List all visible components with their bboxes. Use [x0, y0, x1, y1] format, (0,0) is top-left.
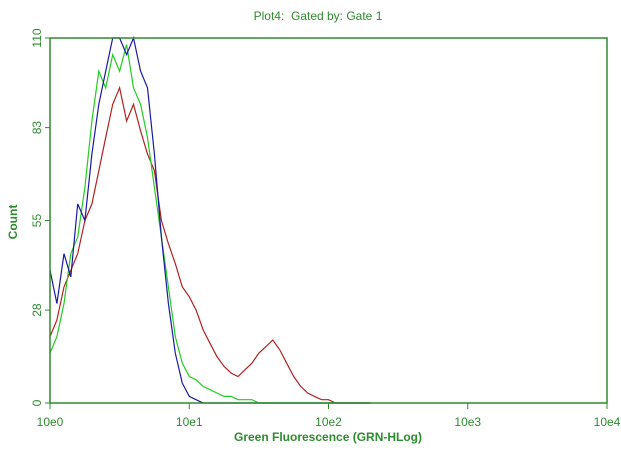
y-tick-label: 110 [30, 28, 44, 47]
chart-title: Plot4: Gated by: Gate 1 [254, 9, 383, 23]
y-axis-label: Count [6, 205, 20, 240]
x-tick-label: 10e0 [37, 415, 64, 429]
x-tick-label: 10e1 [176, 415, 203, 429]
y-tick-label: 28 [30, 303, 44, 317]
x-tick-label: 10e2 [315, 415, 342, 429]
plot-border [49, 37, 608, 404]
y-tick-label: 83 [30, 121, 44, 135]
series-line [49, 35, 371, 404]
series-line [49, 85, 371, 404]
y-tick-label: 0 [30, 399, 44, 406]
x-tick-label: 10e4 [594, 415, 621, 429]
x-axis-label: Green Fluorescence (GRN-HLog) [234, 430, 422, 444]
y-tick-label: 55 [30, 214, 44, 228]
x-tick-label: 10e3 [454, 415, 481, 429]
series-line [49, 44, 371, 404]
